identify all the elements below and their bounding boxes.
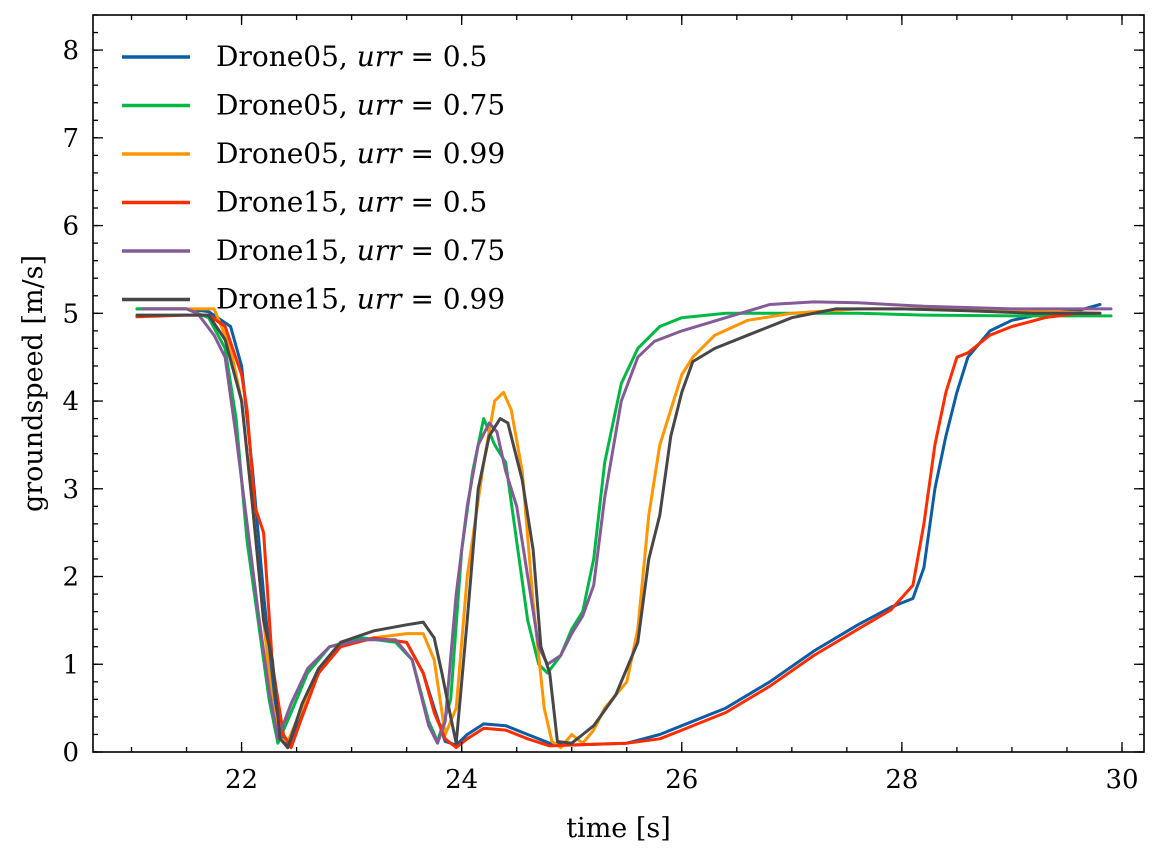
legend-label: Drone05, urr = 0.75 [216, 89, 505, 122]
y-tick-label: 6 [62, 212, 79, 242]
y-tick-label: 4 [62, 387, 79, 417]
axis-ticks [93, 14, 1144, 753]
x-tick-label: 30 [1105, 765, 1138, 795]
legend-label: Drone05, urr = 0.5 [216, 40, 487, 73]
series-lines [135, 300, 1113, 750]
plot-area: 22 24 26 28 30 0 1 2 3 4 5 6 7 8 [62, 14, 1145, 795]
legend-label: Drone15, urr = 0.99 [216, 283, 505, 316]
series-line-1 [135, 303, 1102, 750]
legend-item: Drone05, urr = 0.99 [122, 137, 505, 170]
legend-label-variable: urr [357, 186, 403, 219]
legend-label-variable: urr [357, 89, 403, 122]
legend-label-prefix: Drone05, [216, 137, 357, 170]
series-line-5 [141, 300, 1113, 745]
legend-item: Drone05, urr = 0.75 [122, 89, 505, 122]
x-tick-label: 22 [225, 765, 258, 795]
legend-label-value: = 0.75 [402, 234, 506, 267]
legend-label: Drone15, urr = 0.75 [216, 234, 505, 267]
legend-label-variable: urr [357, 40, 403, 73]
legend-label-value: = 0.5 [402, 40, 488, 73]
tick-labels: 22 24 26 28 30 0 1 2 3 4 5 6 7 8 [62, 36, 1138, 795]
y-tick-label: 1 [62, 650, 79, 680]
legend-item: Drone15, urr = 0.99 [122, 283, 505, 316]
legend-label: Drone15, urr = 0.5 [216, 186, 487, 219]
x-axis-label: time [s] [566, 813, 671, 844]
legend-label: Drone05, urr = 0.99 [216, 137, 505, 170]
y-tick-label: 5 [62, 299, 79, 329]
legend-item: Drone15, urr = 0.75 [122, 234, 505, 267]
legend-label-value: = 0.99 [402, 283, 506, 316]
legend-item: Drone05, urr = 0.5 [122, 40, 487, 73]
series-line-4 [135, 311, 1096, 750]
legend-label-value: = 0.99 [402, 137, 506, 170]
y-tick-label: 0 [62, 738, 79, 768]
y-tick-label: 7 [62, 124, 79, 154]
x-tick-label: 28 [885, 765, 918, 795]
y-axis-label: groundspeed [m/s] [18, 255, 49, 512]
legend-label-prefix: Drone15, [216, 283, 357, 316]
y-tick-label: 2 [62, 563, 79, 593]
y-tick-label: 3 [62, 475, 79, 505]
legend-label-variable: urr [357, 234, 403, 267]
x-tick-label: 24 [445, 765, 478, 795]
series-line-6 [135, 307, 1102, 750]
legend-label-prefix: Drone05, [216, 89, 357, 122]
legend-label-prefix: Drone15, [216, 186, 357, 219]
y-tick-label: 8 [62, 36, 79, 66]
x-tick-label: 26 [665, 765, 698, 795]
legend-label-value: = 0.75 [402, 89, 506, 122]
legend-label-prefix: Drone05, [216, 40, 357, 73]
axes-frame [92, 14, 1145, 753]
legend-label-value: = 0.5 [402, 186, 488, 219]
legend-item: Drone15, urr = 0.5 [122, 186, 487, 219]
legend-label-variable: urr [357, 283, 403, 316]
legend-label-prefix: Drone15, [216, 234, 357, 267]
legend-label-variable: urr [357, 137, 403, 170]
